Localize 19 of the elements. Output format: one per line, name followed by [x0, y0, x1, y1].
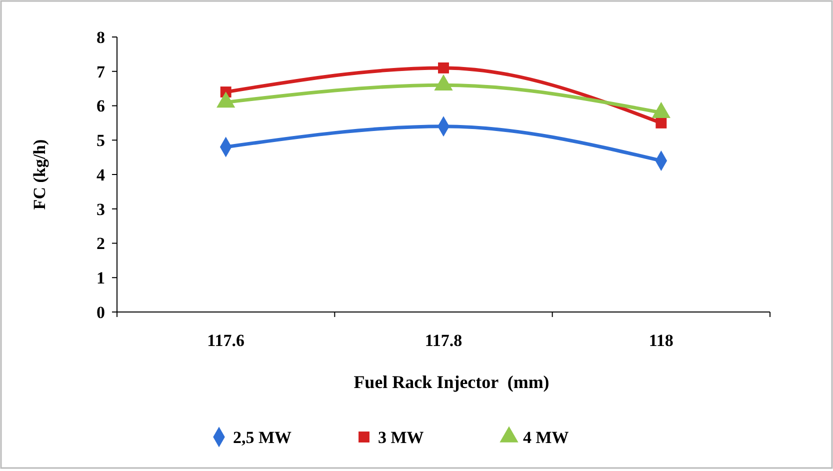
legend-label: 2,5 MW [233, 428, 292, 447]
y-axis-title: FC (kg/h) [30, 139, 49, 210]
x-tick-label: 117.6 [207, 331, 244, 350]
y-tick-label: 1 [96, 268, 105, 288]
y-tick-label: 3 [96, 200, 105, 219]
y-tick-label: 4 [96, 165, 106, 184]
point [656, 117, 667, 128]
y-tick-label: 2 [96, 234, 105, 254]
y-tick-label: 6 [96, 96, 105, 116]
legend-label: 4 MW [523, 428, 569, 447]
x-tick-label: 117.8 [424, 331, 462, 350]
y-tick-label: 5 [96, 131, 105, 150]
x-axis-title: Fuel Rack Injector (mm) [354, 372, 550, 392]
y-tick-label: 7 [96, 62, 106, 82]
point [438, 62, 449, 74]
y-tick-label: 0 [96, 302, 105, 322]
y-tick-label: 8 [96, 28, 105, 47]
legend-label: 3 MW [378, 428, 424, 447]
x-tick-label: 118 [648, 331, 674, 350]
